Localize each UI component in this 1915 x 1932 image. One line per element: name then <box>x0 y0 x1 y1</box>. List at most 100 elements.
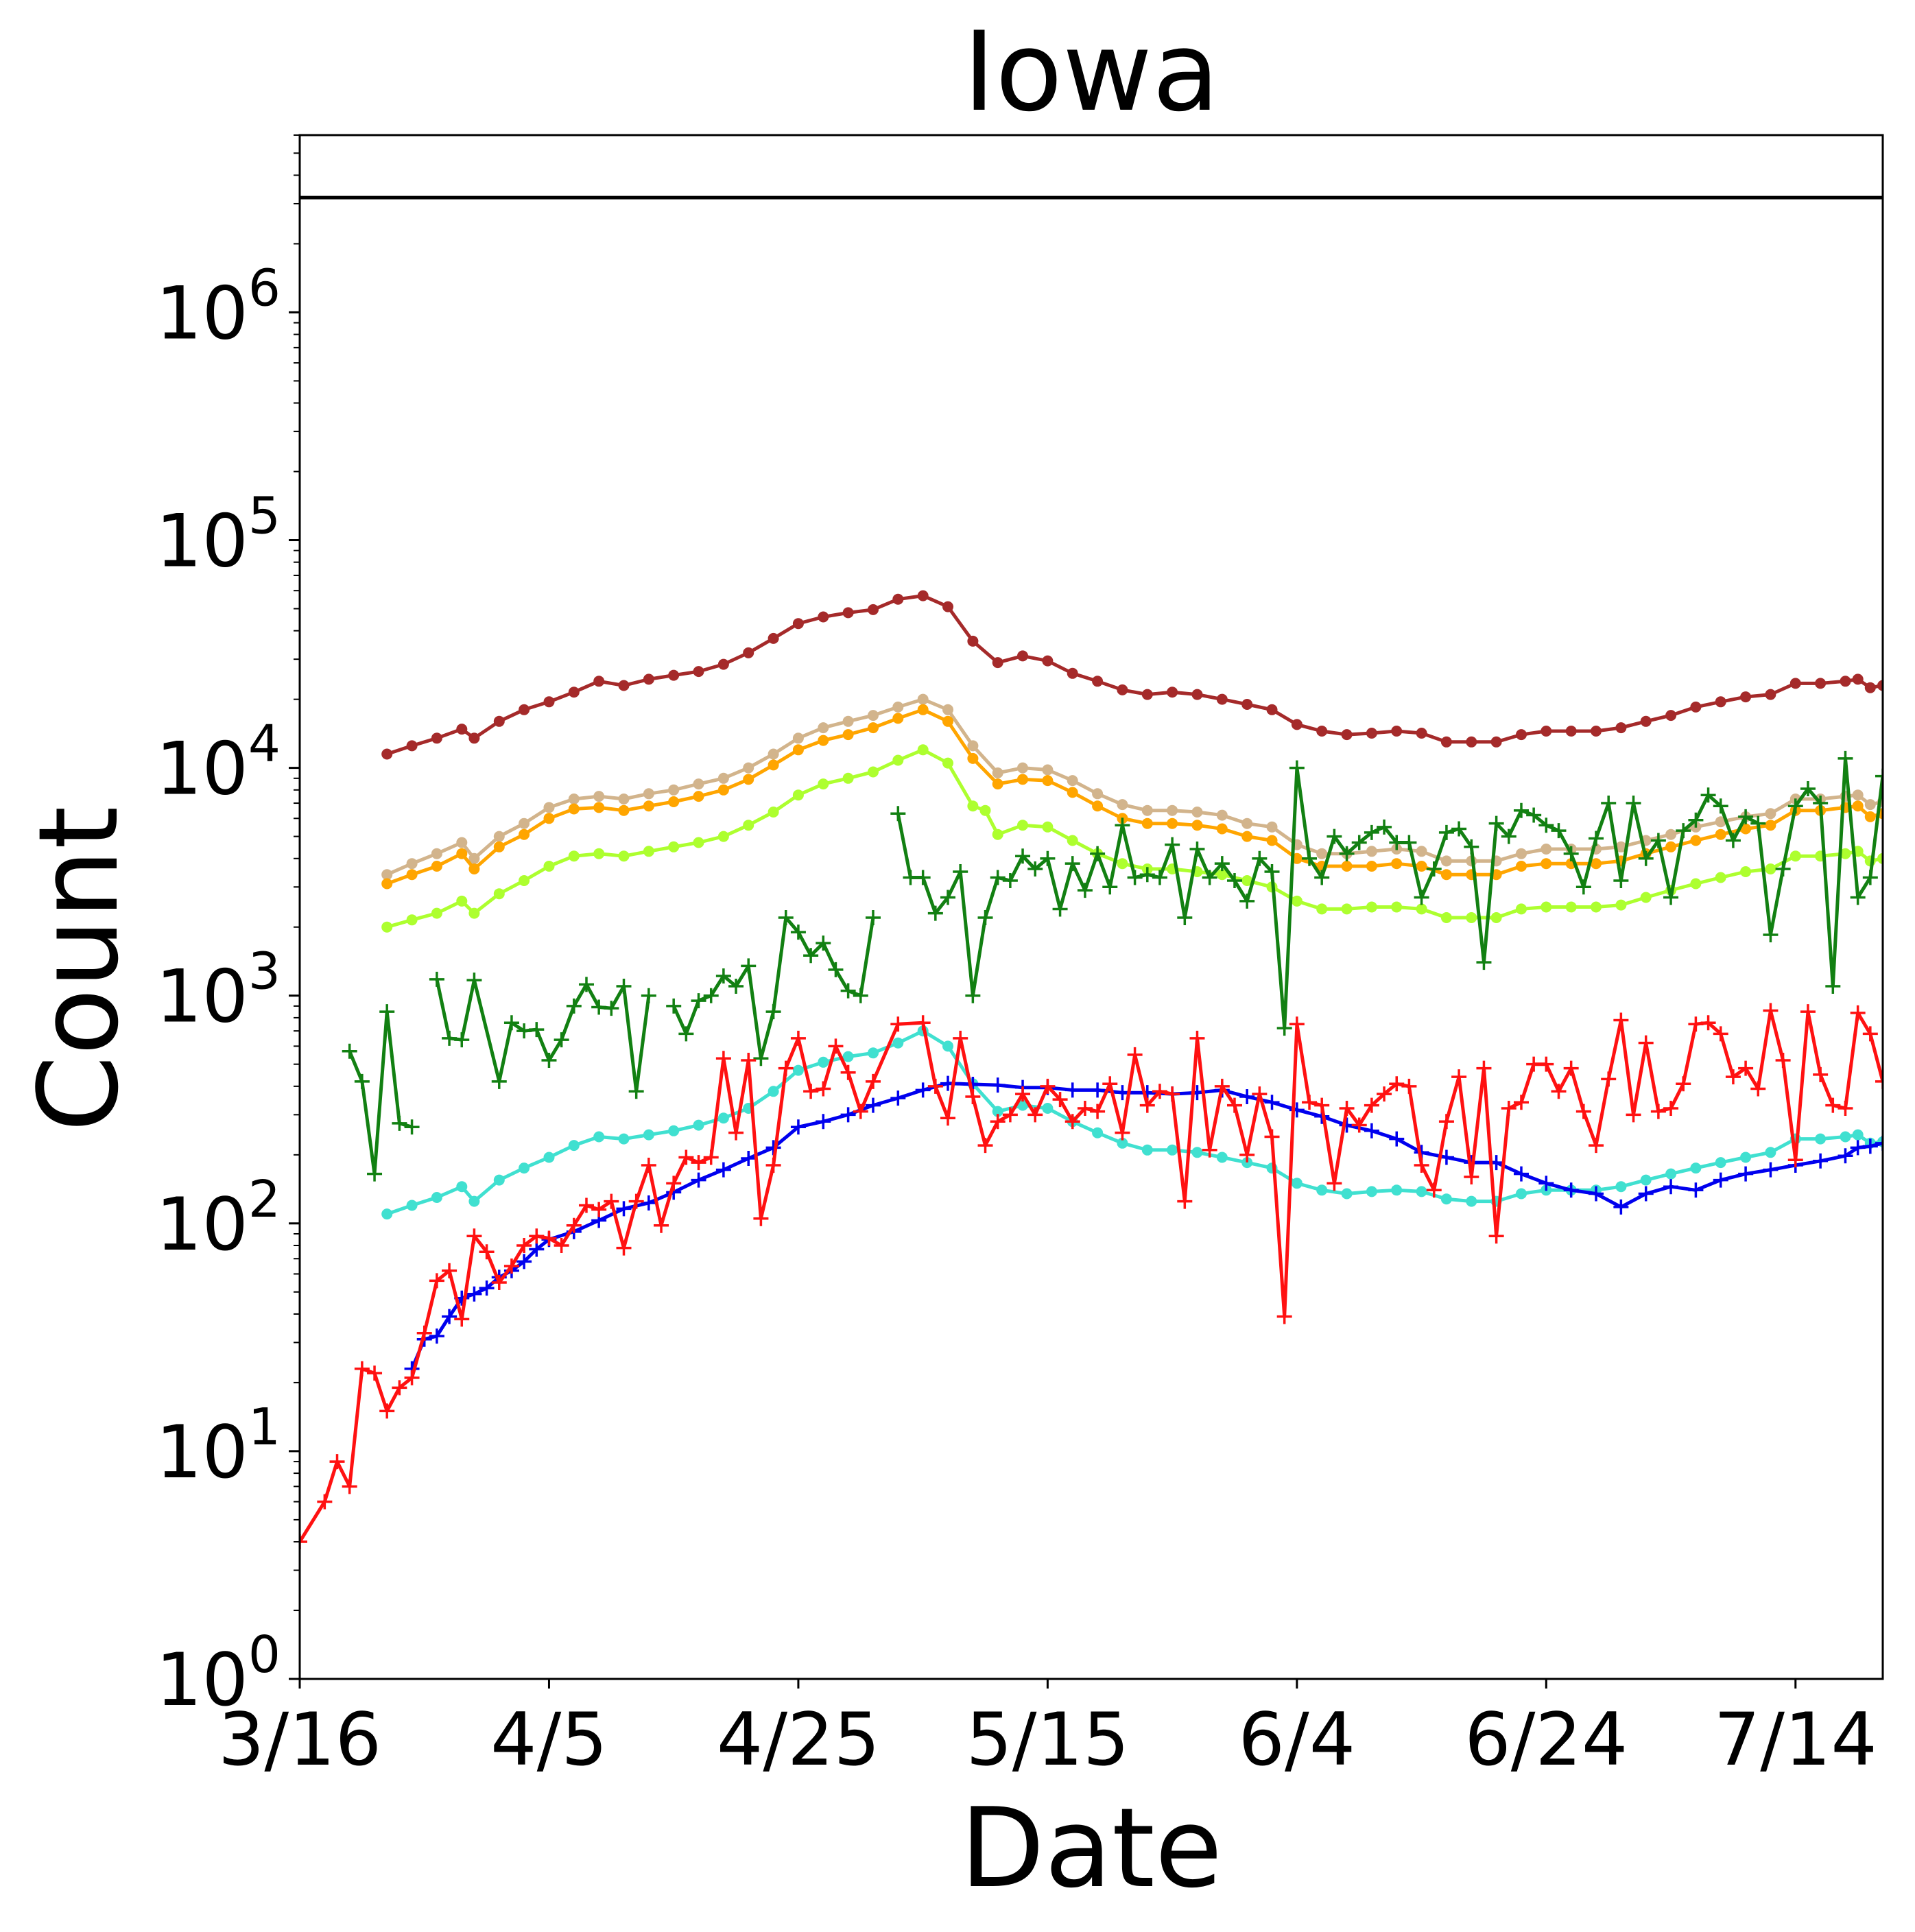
series-1-point <box>892 701 904 713</box>
series-7-point <box>329 1454 345 1470</box>
series-4-point <box>1090 846 1106 861</box>
series-6-point <box>1090 1082 1106 1098</box>
series-3-point <box>1042 821 1054 833</box>
chart-title: Iowa <box>963 8 1220 136</box>
series-4-point <box>1700 787 1716 803</box>
series-5-point <box>1391 1184 1403 1196</box>
series-1-point <box>1715 816 1726 828</box>
series-4-point <box>404 1119 420 1135</box>
series-4-point <box>1214 856 1230 872</box>
series-5-point <box>1141 1144 1153 1156</box>
series-0-point <box>519 704 530 715</box>
series-5-point <box>493 1174 505 1186</box>
series-3-point <box>1117 858 1128 870</box>
series-4-point <box>691 993 706 1009</box>
series-4-point <box>1414 890 1429 905</box>
series-7-point <box>678 1149 694 1165</box>
series-5-point <box>792 1064 804 1076</box>
series-7-point <box>1638 1035 1654 1051</box>
series-6-point <box>1763 1162 1779 1178</box>
series-5-point <box>1291 1178 1303 1189</box>
series-4-point <box>953 864 968 880</box>
series-5-point <box>942 1040 953 1052</box>
series-5-point <box>1852 1129 1864 1141</box>
series-4-point <box>940 890 956 905</box>
series-3-point <box>456 895 468 907</box>
series-1-point <box>818 722 829 734</box>
series-1-point <box>743 762 754 774</box>
series-7-point <box>691 1155 706 1171</box>
series-0-point <box>431 732 442 744</box>
series-1-point <box>792 732 804 744</box>
series-6-point <box>1563 1182 1579 1198</box>
series-1-point <box>1092 788 1104 800</box>
series-3-point <box>1541 901 1552 913</box>
series-1-point <box>568 794 580 804</box>
series-2-point <box>519 828 530 840</box>
series-3-point <box>967 800 979 812</box>
series-4-point <box>1875 768 1883 784</box>
series-7-line <box>300 1009 1883 1543</box>
series-7-point <box>1688 1016 1704 1032</box>
series-2-point <box>381 878 393 890</box>
series-5-point <box>1092 1127 1104 1138</box>
series-4-point <box>1464 839 1479 855</box>
series-1-point <box>992 767 1003 778</box>
series-7-point <box>317 1494 333 1510</box>
series-4-point <box>1252 850 1268 866</box>
series-3-point <box>1341 903 1353 915</box>
series-4-point <box>1837 750 1853 766</box>
series-7-point <box>1289 1016 1305 1032</box>
series-7-point <box>354 1361 370 1376</box>
series-0-point <box>381 748 393 760</box>
series-0 <box>381 590 1883 760</box>
series-7-point <box>503 1258 519 1274</box>
series-7-point <box>728 1125 744 1141</box>
series-4-line-1 <box>435 978 651 1093</box>
series-5-point <box>868 1047 879 1059</box>
series-3-point <box>1490 912 1502 923</box>
series-1-point <box>543 802 555 813</box>
series-4-point <box>1152 870 1167 885</box>
series-5-point <box>1640 1174 1652 1186</box>
series-4-point <box>1538 818 1554 833</box>
series-4-point <box>1676 823 1691 839</box>
series-2-point <box>1864 811 1876 822</box>
series-2-point <box>593 802 605 813</box>
series-2-point <box>1017 774 1028 785</box>
series-3-point <box>1640 892 1652 903</box>
series-3-point <box>842 772 854 784</box>
series-7-point <box>715 1051 731 1066</box>
series-0-point <box>1877 680 1883 691</box>
series-2-point <box>1391 858 1403 870</box>
series-0-point <box>1665 710 1677 721</box>
x-tick-label: 6/4 <box>1239 1697 1356 1782</box>
series-6-point <box>529 1241 545 1257</box>
series-3-point <box>493 888 505 900</box>
series-4-point <box>1438 824 1454 840</box>
series-3-point <box>792 789 804 801</box>
series-5-point <box>1466 1195 1477 1207</box>
series-5-point <box>1167 1144 1178 1156</box>
series-6-point <box>1239 1089 1255 1105</box>
series-4-point <box>678 1026 694 1042</box>
series-4-point <box>1052 901 1068 917</box>
series-0-point <box>792 618 804 630</box>
series-0-point <box>1167 687 1178 698</box>
series-2-point <box>1216 823 1228 835</box>
series-4-point <box>1276 1021 1292 1036</box>
series-6-point <box>816 1114 831 1130</box>
series-7-point <box>1763 1003 1779 1018</box>
series-4-point <box>1002 872 1018 888</box>
series-7-point <box>1837 1101 1853 1117</box>
series-2-point <box>868 722 879 734</box>
series-0-point <box>818 611 829 623</box>
series-2-point <box>992 778 1003 790</box>
series-5-point <box>1516 1188 1527 1200</box>
series-7-point <box>865 1073 881 1089</box>
series-3-point <box>979 804 991 816</box>
series-0-point <box>618 680 630 691</box>
series-7-point <box>1127 1047 1143 1062</box>
series-3-point <box>768 807 779 818</box>
series-4-line-3 <box>896 756 1883 1030</box>
